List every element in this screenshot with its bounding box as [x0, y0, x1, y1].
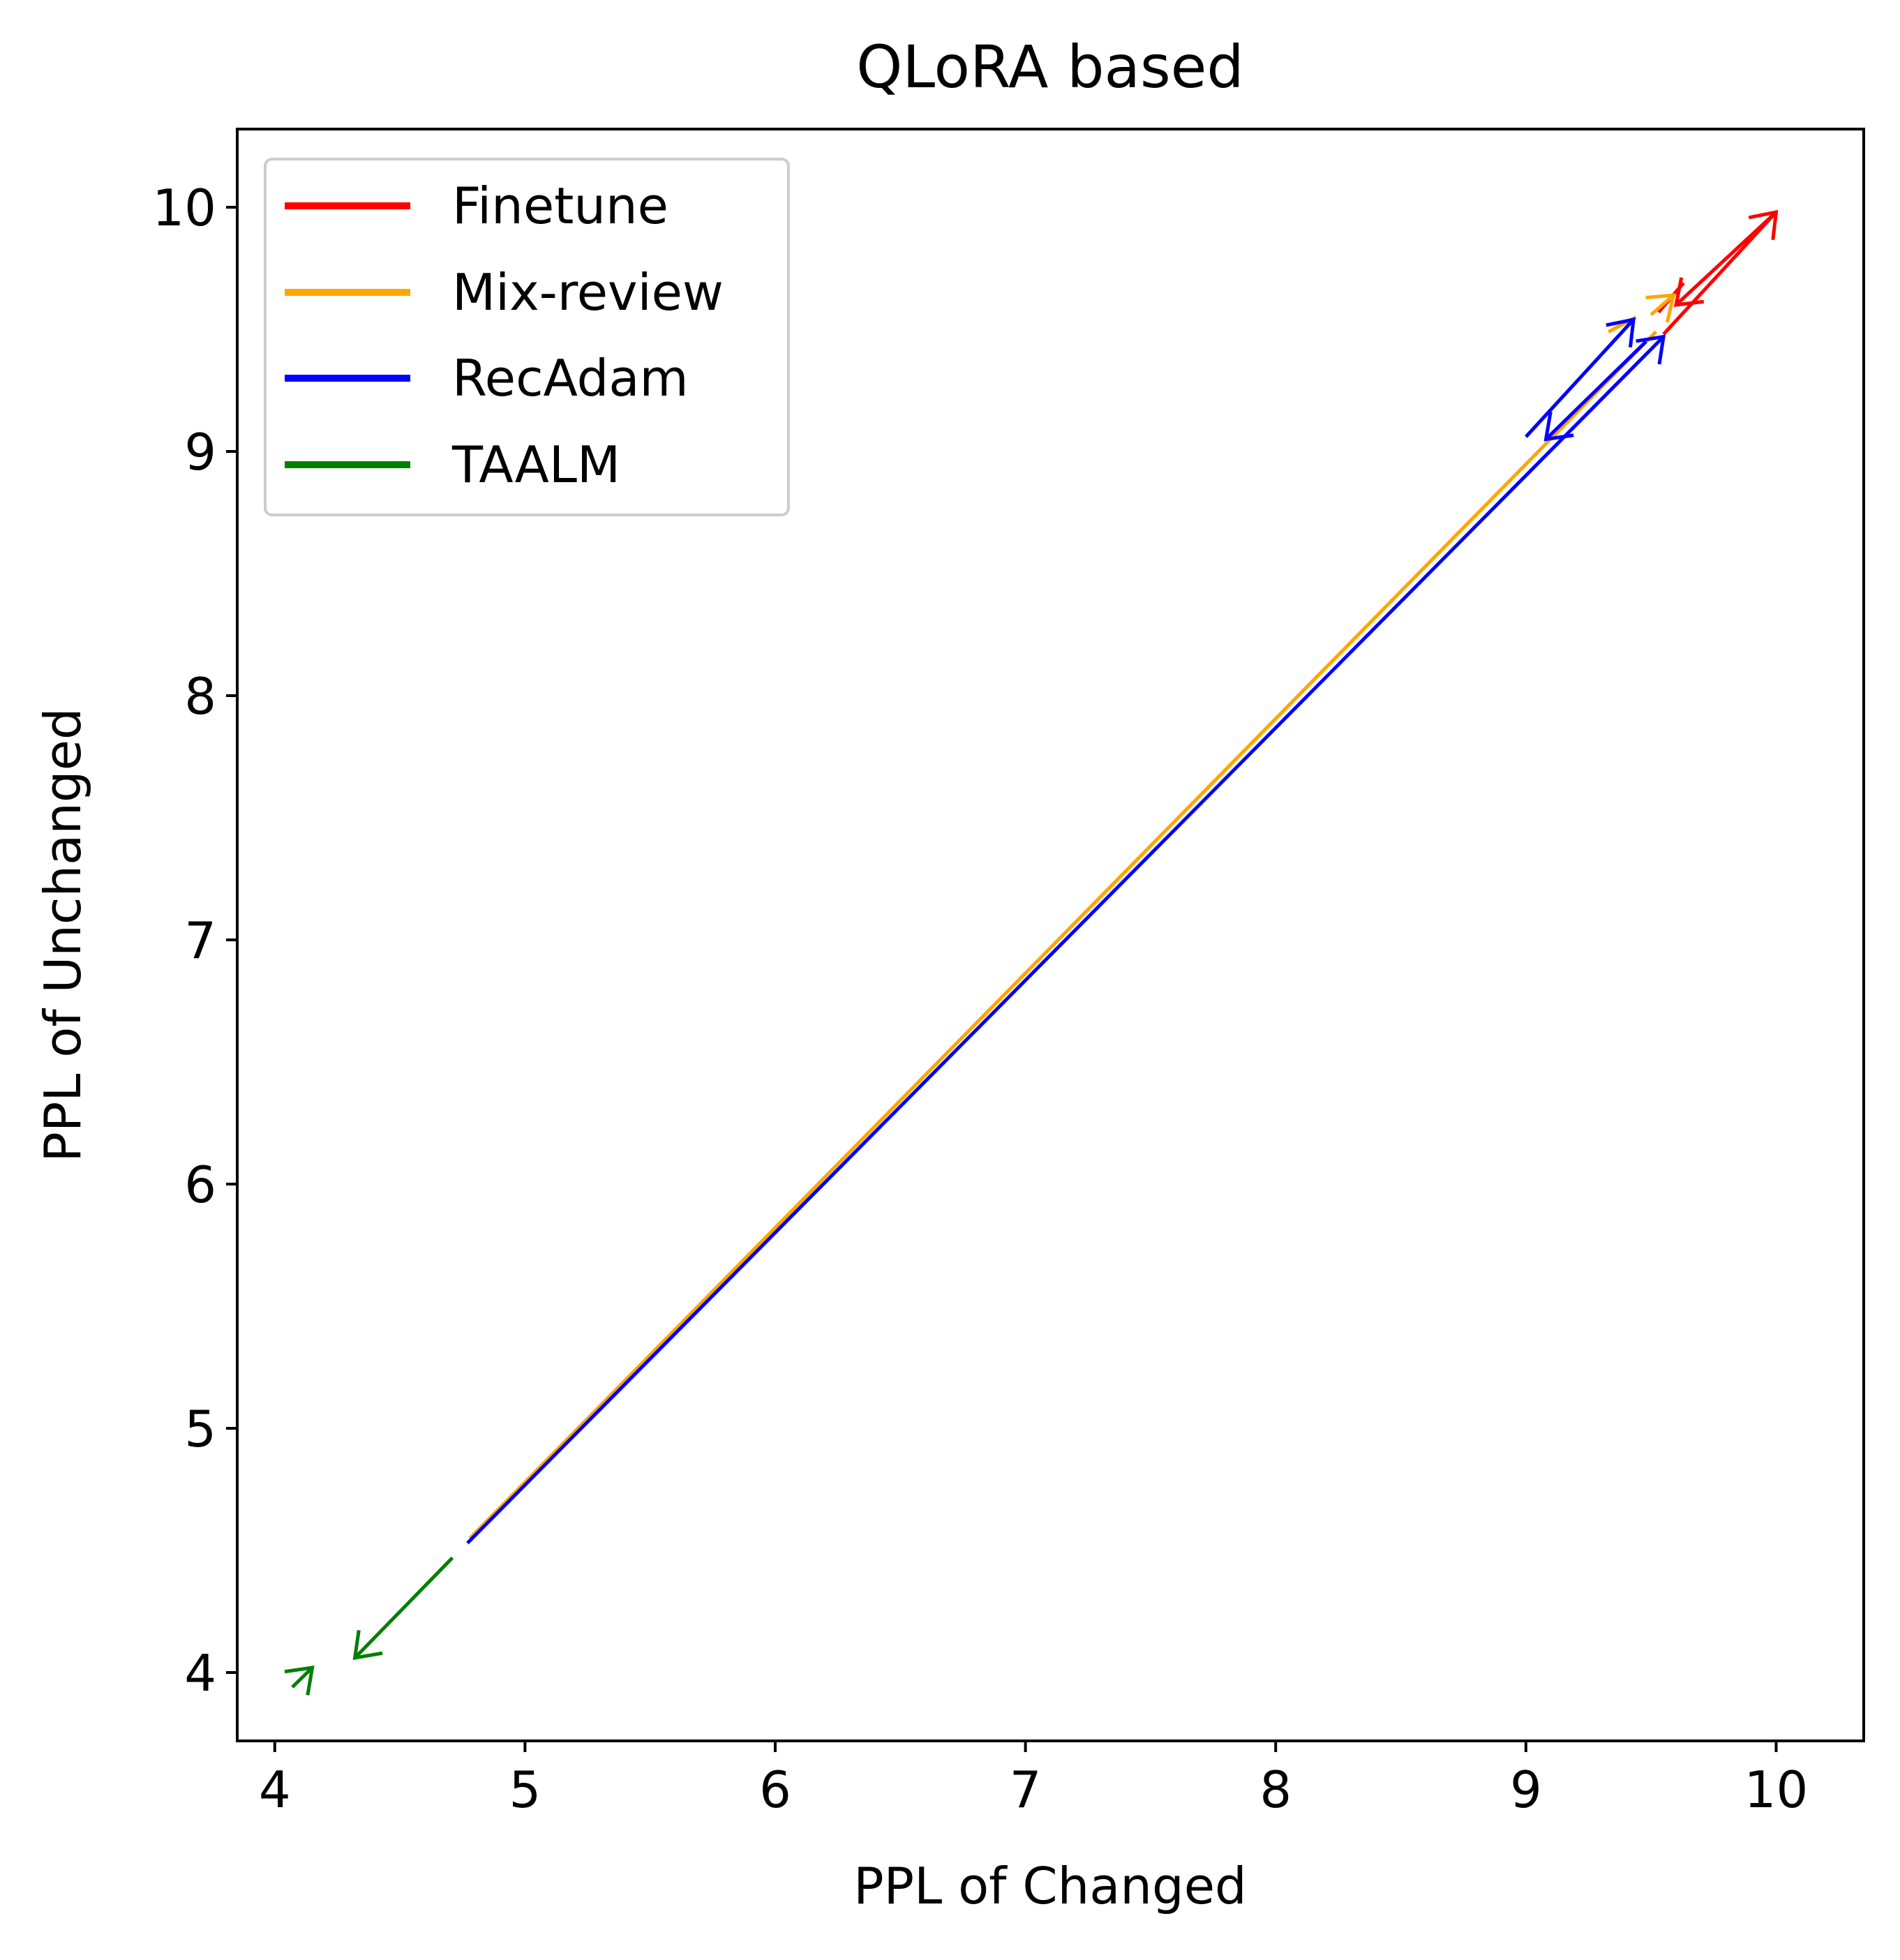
legend-label-finetune: Finetune [452, 177, 668, 235]
recadam-arrow-line [466, 335, 1665, 1545]
x-tick-label: 5 [509, 1760, 541, 1819]
y-axis: 4 5 6 7 8 9 10 [152, 179, 237, 1703]
x-axis-label: PPL of Changed [853, 1857, 1246, 1915]
x-tick-label: 6 [759, 1760, 791, 1819]
taalm-arrow-head [284, 1666, 315, 1696]
recadam-arrow-head [1636, 334, 1666, 365]
recadam-arrow-head [1543, 411, 1574, 442]
mix-review-arrow-line [1650, 294, 1675, 316]
y-axis-label: PPL of Unchanged [33, 708, 92, 1162]
legend-label-recadam: RecAdam [452, 349, 689, 407]
finetune-arrow-line [1662, 211, 1778, 336]
y-tick-label: 6 [184, 1155, 216, 1214]
x-axis: 4 5 6 7 8 9 10 [259, 1741, 1808, 1819]
series-layer [284, 209, 1779, 1696]
legend-label-taalm: TAALM [451, 435, 620, 494]
y-tick-label: 10 [152, 179, 216, 237]
x-tick-label: 8 [1259, 1760, 1292, 1819]
taalm-arrow-line [353, 1556, 454, 1659]
recadam-arrow-line [1544, 340, 1647, 441]
finetune-arrow-line [1675, 211, 1778, 306]
taalm-arrow-line [291, 1666, 314, 1689]
legend: Finetune Mix-review RecAdam TAALM [264, 158, 790, 516]
x-tick-label: 7 [1010, 1760, 1042, 1819]
mix-review-arrow-head [1645, 293, 1676, 323]
y-tick-label: 7 [184, 911, 216, 970]
plot-frame [236, 128, 1865, 1742]
x-tick-label: 4 [259, 1760, 291, 1819]
recadam-arrow-line [1525, 318, 1635, 438]
y-tick-label: 4 [184, 1644, 216, 1703]
legend-label-mix-review: Mix-review [452, 263, 724, 322]
y-tick-label: 8 [184, 667, 216, 726]
y-tick-label: 5 [184, 1400, 216, 1458]
x-tick-label: 9 [1510, 1760, 1542, 1819]
mix-review-arrow-line [468, 330, 1658, 1540]
x-tick-label: 10 [1744, 1760, 1809, 1819]
taalm-arrow-head [352, 1630, 383, 1661]
chart-title: QLoRA based [856, 33, 1244, 101]
recadam-arrow-head [1606, 317, 1636, 348]
legend-frame [264, 158, 790, 516]
y-tick-label: 9 [184, 423, 216, 481]
